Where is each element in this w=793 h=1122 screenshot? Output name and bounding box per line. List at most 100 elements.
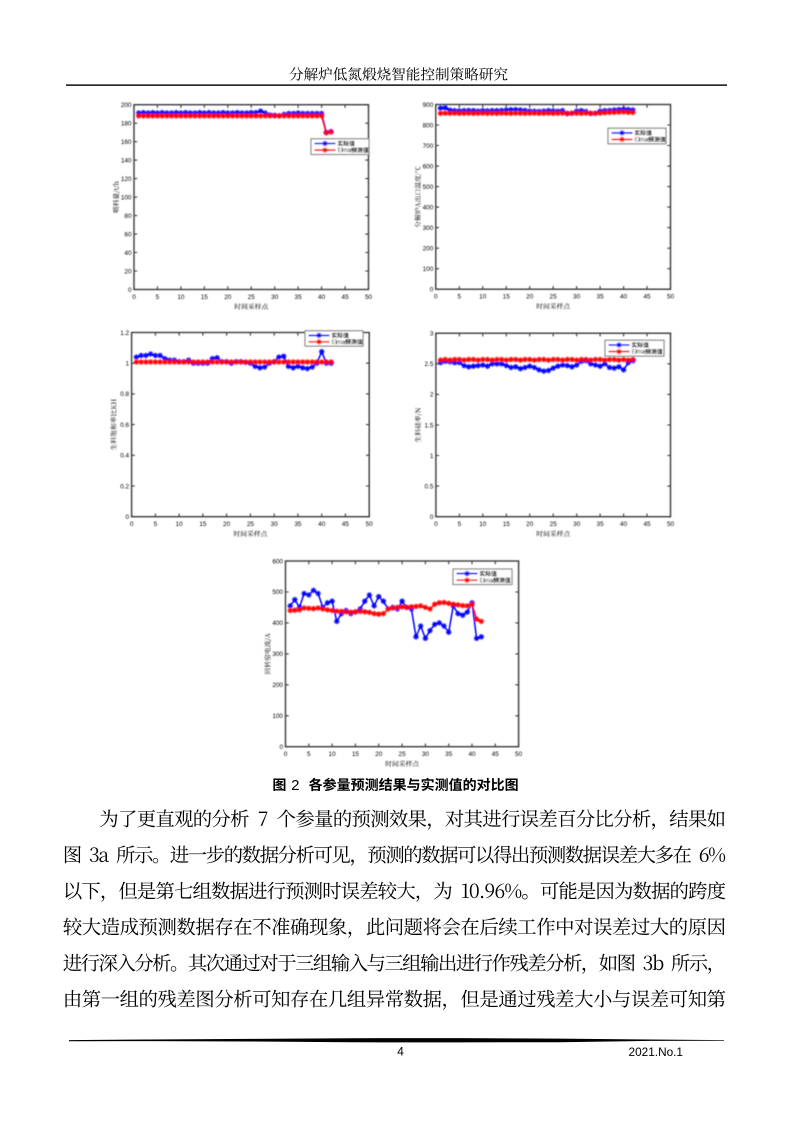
svg-text:15: 15: [503, 521, 511, 528]
svg-text:40: 40: [620, 521, 628, 528]
svg-text:0: 0: [279, 744, 283, 751]
svg-text:40: 40: [468, 751, 476, 758]
svg-text:0.4: 0.4: [120, 453, 129, 460]
svg-text:30: 30: [422, 751, 430, 758]
svg-text:5: 5: [458, 521, 462, 528]
svg-text:100: 100: [121, 194, 132, 201]
svg-text:10: 10: [176, 521, 184, 528]
svg-text:800: 800: [423, 122, 434, 129]
svg-text:4: 4: [397, 1045, 404, 1059]
svg-text:40: 40: [124, 250, 132, 257]
svg-text:0: 0: [132, 294, 136, 301]
svg-text:0.2: 0.2: [120, 483, 129, 490]
svg-text:600: 600: [272, 558, 283, 565]
svg-text:15: 15: [201, 294, 209, 301]
svg-text:45: 45: [492, 751, 500, 758]
svg-text:0: 0: [130, 521, 134, 528]
svg-text:1: 1: [430, 453, 434, 460]
svg-text:2.5: 2.5: [425, 361, 434, 368]
svg-text:10: 10: [177, 294, 185, 301]
svg-text:45: 45: [342, 294, 350, 301]
svg-text:50: 50: [366, 521, 374, 528]
svg-text:35: 35: [295, 294, 303, 301]
svg-text:1.2: 1.2: [120, 330, 129, 337]
svg-text:500: 500: [272, 589, 283, 596]
svg-text:0.6: 0.6: [120, 422, 129, 429]
svg-text:40: 40: [620, 294, 628, 301]
svg-text:900: 900: [423, 102, 434, 109]
svg-text:0.5: 0.5: [425, 483, 434, 490]
svg-text:0: 0: [434, 521, 438, 528]
svg-text:60: 60: [124, 231, 132, 238]
svg-text:600: 600: [423, 163, 434, 170]
svg-text:120: 120: [121, 176, 132, 183]
svg-text:50: 50: [667, 521, 675, 528]
svg-text:25: 25: [550, 294, 558, 301]
svg-text:35: 35: [445, 751, 453, 758]
svg-text:30: 30: [271, 521, 279, 528]
svg-text:400: 400: [272, 620, 283, 627]
svg-text:180: 180: [121, 121, 132, 128]
svg-text:5: 5: [307, 751, 311, 758]
svg-text:45: 45: [643, 294, 651, 301]
svg-text:20: 20: [224, 294, 232, 301]
svg-text:0: 0: [284, 751, 288, 758]
svg-text:500: 500: [423, 184, 434, 191]
svg-text:700: 700: [423, 143, 434, 150]
svg-text:15: 15: [199, 521, 207, 528]
svg-text:Elman: Elman: [635, 137, 651, 144]
svg-text:300: 300: [423, 225, 434, 232]
svg-text:0: 0: [430, 287, 434, 294]
svg-text:30: 30: [573, 521, 581, 528]
svg-text:0: 0: [430, 514, 434, 521]
svg-text:50: 50: [515, 751, 523, 758]
svg-text:20: 20: [223, 521, 231, 528]
svg-text:1.5: 1.5: [425, 422, 434, 429]
svg-text:20: 20: [526, 521, 534, 528]
svg-text:15: 15: [352, 751, 360, 758]
svg-text:2: 2: [291, 777, 299, 794]
svg-text:25: 25: [248, 294, 256, 301]
svg-text:30: 30: [573, 294, 581, 301]
svg-text:35: 35: [294, 521, 302, 528]
svg-text:10: 10: [329, 751, 337, 758]
svg-text:0.8: 0.8: [120, 391, 129, 398]
svg-text:35: 35: [597, 521, 605, 528]
svg-text:3: 3: [430, 331, 434, 338]
svg-text:200: 200: [121, 102, 132, 109]
svg-text:Elman: Elman: [332, 339, 348, 346]
svg-text:100: 100: [423, 266, 434, 273]
svg-text:5: 5: [154, 521, 158, 528]
svg-text:25: 25: [247, 521, 255, 528]
svg-text:200: 200: [423, 246, 434, 253]
svg-text:5: 5: [458, 294, 462, 301]
svg-text:0: 0: [126, 514, 130, 521]
svg-text:20: 20: [124, 268, 132, 275]
svg-text:5: 5: [156, 294, 160, 301]
svg-text:2021.No.1: 2021.No.1: [629, 1045, 683, 1059]
svg-text:10: 10: [479, 294, 487, 301]
svg-text:2: 2: [430, 392, 434, 399]
svg-text:Elman: Elman: [480, 577, 496, 584]
svg-text:25: 25: [399, 751, 407, 758]
svg-text:45: 45: [643, 521, 651, 528]
svg-text:50: 50: [365, 294, 373, 301]
svg-text:35: 35: [597, 294, 605, 301]
svg-text:1: 1: [126, 361, 130, 368]
svg-text:160: 160: [121, 139, 132, 146]
svg-text:Elman: Elman: [338, 147, 354, 154]
svg-text:40: 40: [318, 521, 326, 528]
svg-text:Elman: Elman: [632, 349, 648, 356]
svg-text:20: 20: [375, 751, 383, 758]
svg-text:50: 50: [667, 294, 675, 301]
svg-text:20: 20: [526, 294, 534, 301]
svg-text:200: 200: [272, 682, 283, 689]
svg-text:45: 45: [342, 521, 350, 528]
svg-text:30: 30: [271, 294, 279, 301]
svg-text:100: 100: [272, 713, 283, 720]
svg-text:10: 10: [479, 521, 487, 528]
svg-text:80: 80: [124, 213, 132, 220]
svg-text:15: 15: [503, 294, 511, 301]
svg-text:25: 25: [550, 521, 558, 528]
svg-text:300: 300: [272, 651, 283, 658]
